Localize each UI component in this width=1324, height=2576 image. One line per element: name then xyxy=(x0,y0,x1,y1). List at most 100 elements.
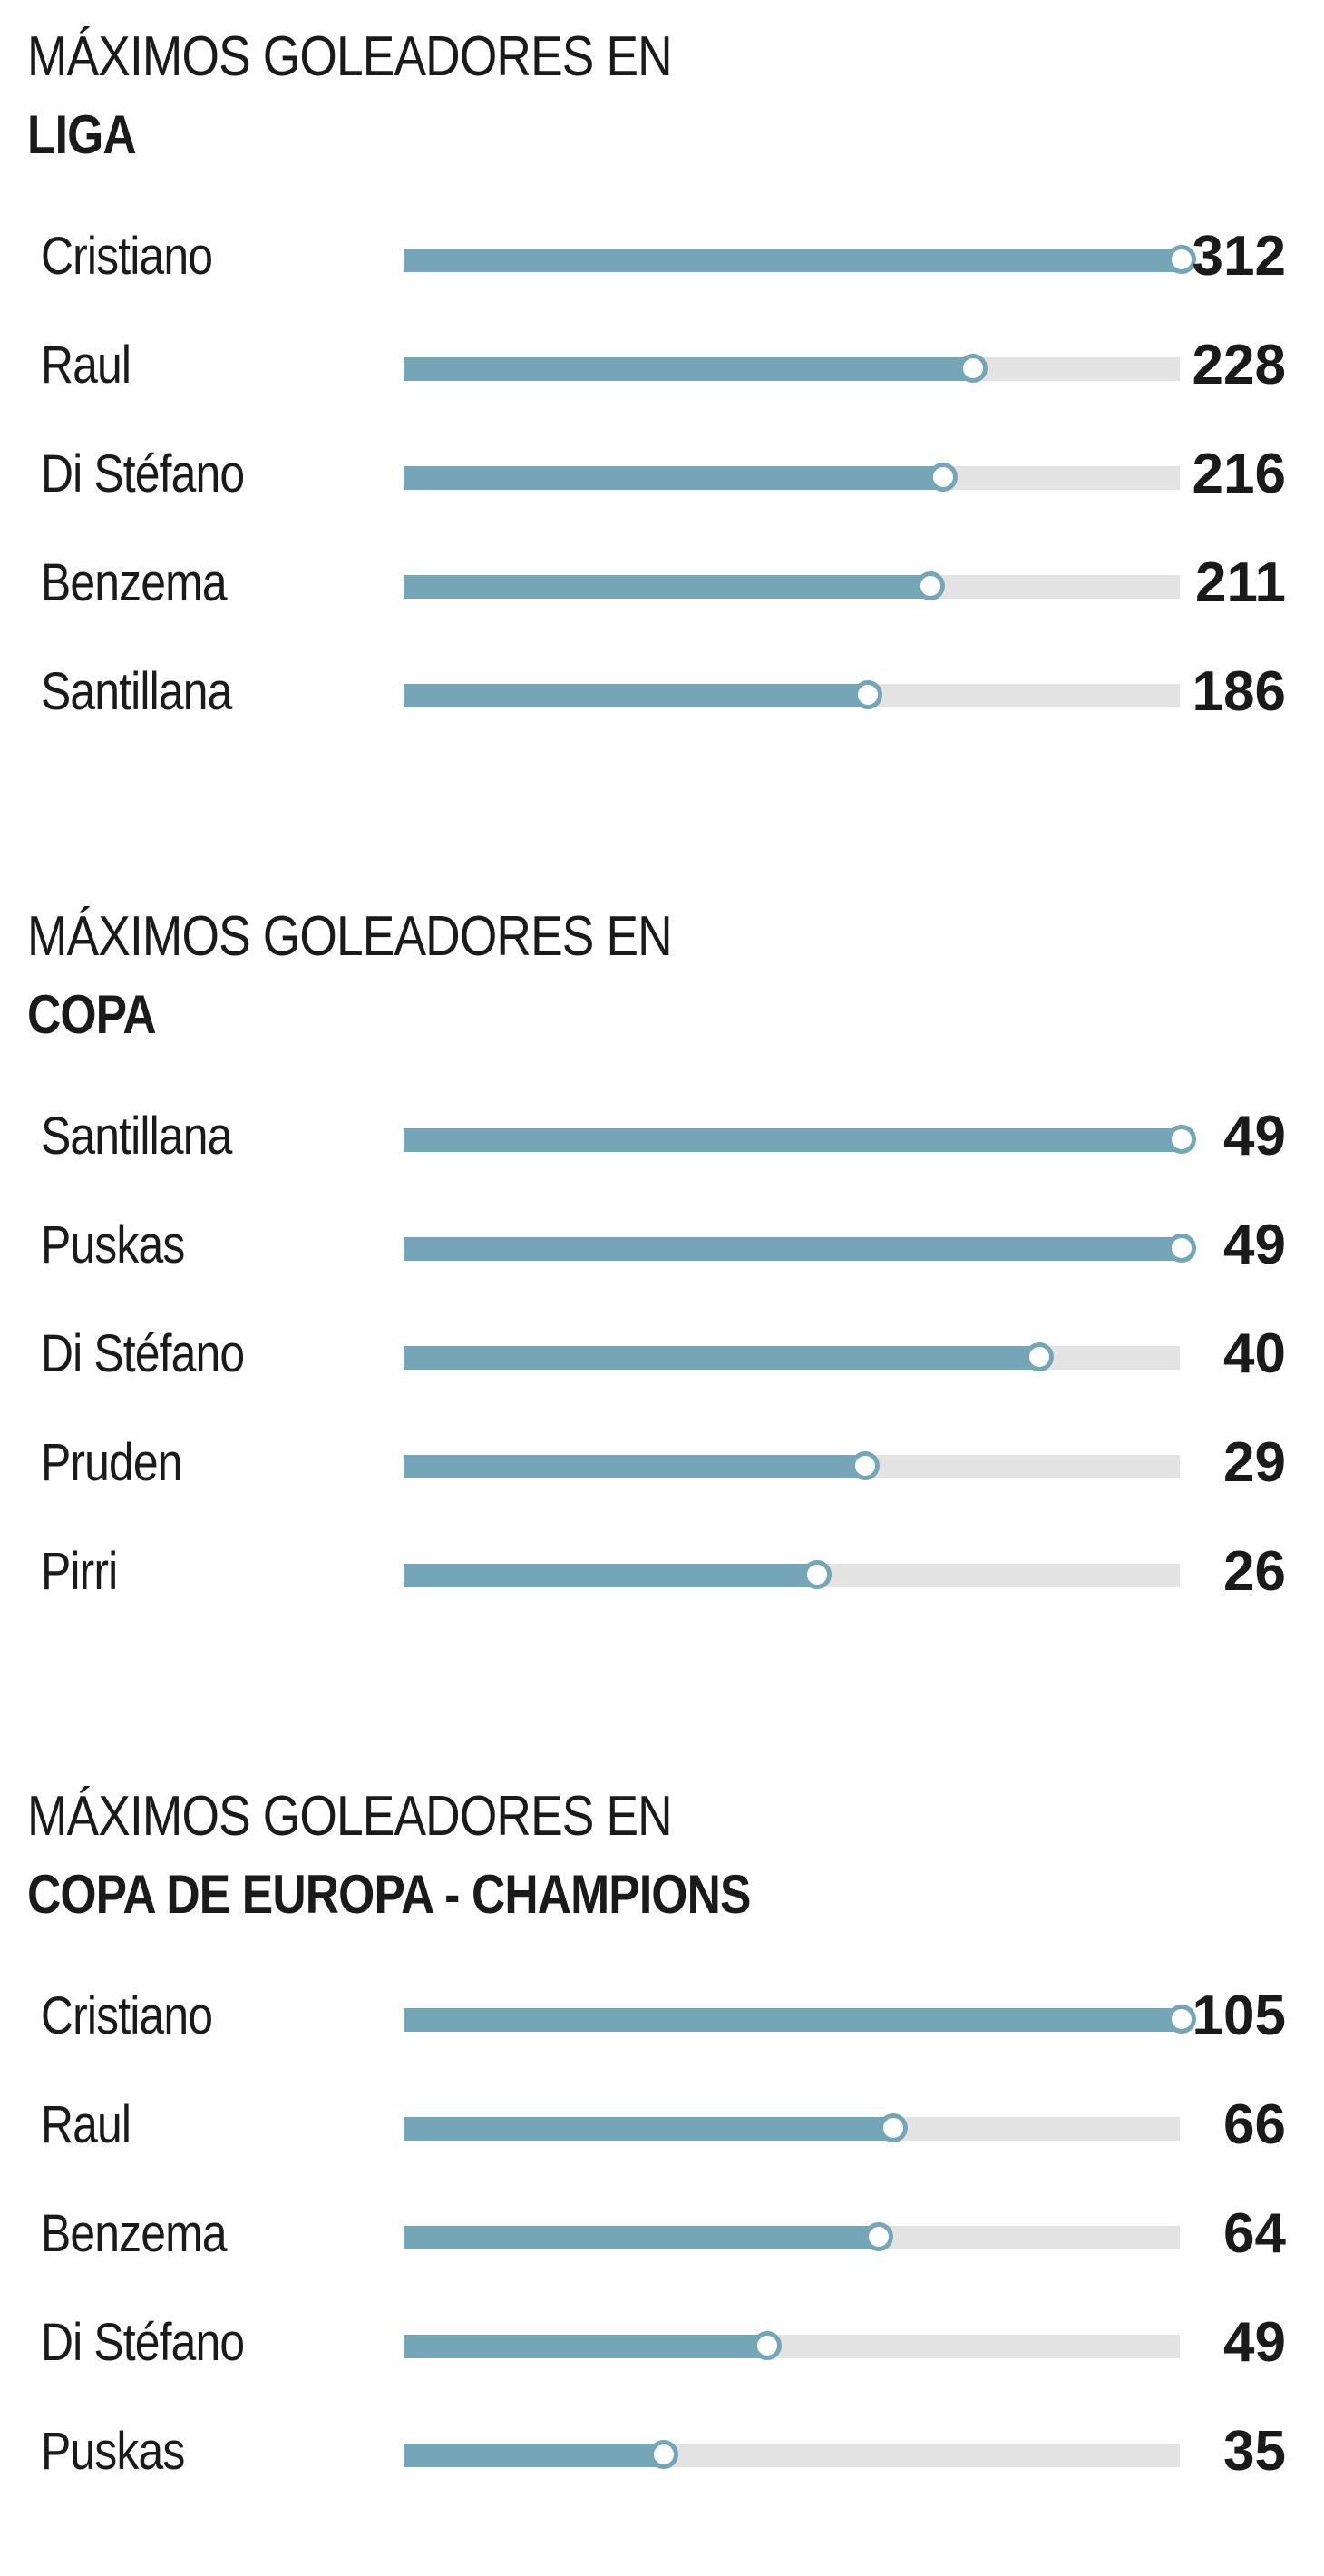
value-label: 105 xyxy=(1192,1985,1286,2047)
bar-end-marker xyxy=(853,680,883,709)
category-label: Benzema xyxy=(41,553,228,612)
bar-row: Santillana 186 xyxy=(27,640,1306,749)
bar xyxy=(404,2008,1180,2032)
bar-row: Di Stéfano 40 xyxy=(27,1303,1306,1411)
value-label: 35 xyxy=(1223,2420,1286,2483)
bar-row: Di Stéfano 216 xyxy=(27,423,1306,532)
bar-end-marker xyxy=(1167,2005,1196,2034)
category-label: Cristiano xyxy=(41,1986,213,2045)
category-label: Di Stéfano xyxy=(41,1324,245,1383)
bar-track xyxy=(404,2005,1196,2034)
value-label: 49 xyxy=(1223,1105,1286,1167)
bar xyxy=(404,2444,663,2467)
value-label: 186 xyxy=(1192,660,1286,723)
bar-row: Puskas 35 xyxy=(27,2400,1306,2509)
bar-row: Benzema 211 xyxy=(27,532,1306,640)
bar-end-marker xyxy=(1167,1125,1196,1154)
bar-track xyxy=(404,463,1180,492)
value-label: 211 xyxy=(1194,551,1286,614)
category-label: Puskas xyxy=(41,1215,185,1274)
bar-track xyxy=(404,1125,1196,1154)
bar-row: Cristiano 105 xyxy=(27,1965,1306,2073)
bar-track xyxy=(404,680,1180,709)
bar-end-marker xyxy=(1167,245,1196,274)
bar-end-marker xyxy=(1167,1234,1196,1263)
bar xyxy=(404,249,1180,272)
bar-track xyxy=(404,1234,1196,1263)
bar xyxy=(404,2226,877,2249)
bar-end-marker xyxy=(803,1560,832,1589)
bar xyxy=(404,1237,1180,1261)
bar-row: Raul 66 xyxy=(27,2073,1306,2182)
bar-end-marker xyxy=(850,1451,880,1480)
bar-end-marker xyxy=(928,463,958,492)
value-label: 216 xyxy=(1192,443,1286,505)
bar-track xyxy=(404,2113,1180,2142)
bar-row: Santillana 49 xyxy=(27,1085,1306,1194)
category-label: Benzema xyxy=(41,2204,228,2263)
bar-row: Di Stéfano 49 xyxy=(27,2291,1306,2400)
bar-row: Cristiano 312 xyxy=(27,205,1306,314)
value-label: 29 xyxy=(1223,1431,1286,1494)
bar-row: Puskas 49 xyxy=(27,1194,1306,1303)
category-label: Di Stéfano xyxy=(41,2313,245,2372)
bar-row: Benzema 64 xyxy=(27,2182,1306,2291)
bar xyxy=(404,1564,816,1587)
value-label: 64 xyxy=(1223,2202,1286,2265)
chart-title-prefix: MÁXIMOS GOLEADORES EN xyxy=(27,905,673,968)
category-label: Raul xyxy=(41,2095,131,2154)
category-label: Raul xyxy=(41,336,131,395)
value-label: 26 xyxy=(1223,1540,1286,1603)
bar-rows: Cristiano 105 Raul 66 Benzema 64 Di Stéfano 49 P… xyxy=(27,1965,1306,2509)
bar xyxy=(404,357,971,381)
bar-end-marker xyxy=(879,2113,909,2142)
bar-end-marker xyxy=(915,571,945,600)
bar-row: Pruden 29 xyxy=(27,1411,1306,1520)
chart-title: COPA xyxy=(27,984,157,1045)
chart-title-prefix: MÁXIMOS GOLEADORES EN xyxy=(27,25,673,88)
value-label: 66 xyxy=(1223,2093,1286,2156)
value-label: 228 xyxy=(1192,334,1286,396)
bar xyxy=(404,575,929,599)
chart-panel-champions: MÁXIMOS GOLEADORES EN COPA DE EUROPA - C… xyxy=(27,1778,1306,2509)
category-label: Santillana xyxy=(41,1107,232,1166)
bar-track xyxy=(404,2222,1180,2251)
bar xyxy=(404,1346,1037,1370)
bar xyxy=(404,466,941,490)
value-label: 49 xyxy=(1223,1214,1286,1276)
bar xyxy=(404,2335,766,2358)
category-label: Santillana xyxy=(41,662,232,721)
bar-rows: Santillana 49 Puskas 49 Di Stéfano 40 Pruden 29… xyxy=(27,1085,1306,1629)
value-label: 40 xyxy=(1223,1322,1286,1385)
chart-panel-copa: MÁXIMOS GOLEADORES EN COPA Santillana 49 P… xyxy=(27,898,1306,1629)
bar xyxy=(404,2117,892,2141)
category-label: Di Stéfano xyxy=(41,444,245,503)
bar xyxy=(404,1128,1180,1152)
bar-track xyxy=(404,2331,1180,2360)
category-label: Puskas xyxy=(41,2422,185,2481)
bar xyxy=(404,1455,863,1478)
bar-track xyxy=(404,354,1180,383)
category-label: Pirri xyxy=(41,1542,118,1601)
bar-end-marker xyxy=(1024,1342,1054,1371)
bar-row: Pirri 26 xyxy=(27,1520,1306,1629)
bar-end-marker xyxy=(863,2222,893,2251)
bar-track xyxy=(404,245,1196,274)
category-label: Pruden xyxy=(41,1433,183,1492)
bar-end-marker xyxy=(753,2331,783,2360)
bar-track xyxy=(404,1560,1180,1589)
chart-title-prefix: MÁXIMOS GOLEADORES EN xyxy=(27,1785,673,1848)
bar-end-marker xyxy=(958,354,988,383)
value-label: 49 xyxy=(1223,2311,1286,2374)
chart-title: COPA DE EUROPA - CHAMPIONS xyxy=(27,1864,751,1925)
bar-track xyxy=(404,1342,1180,1371)
bar-track xyxy=(404,571,1180,600)
chart-panel-liga: MÁXIMOS GOLEADORES EN LIGA Cristiano 312 R… xyxy=(27,18,1306,749)
bar-rows: Cristiano 312 Raul 228 Di Stéfano 216 Benzema 2… xyxy=(27,205,1306,749)
category-label: Cristiano xyxy=(41,227,213,286)
bar xyxy=(404,684,867,707)
bar-track xyxy=(404,2440,1180,2469)
bar-end-marker xyxy=(649,2440,679,2469)
bar-track xyxy=(404,1451,1180,1480)
chart-title: LIGA xyxy=(27,104,137,165)
